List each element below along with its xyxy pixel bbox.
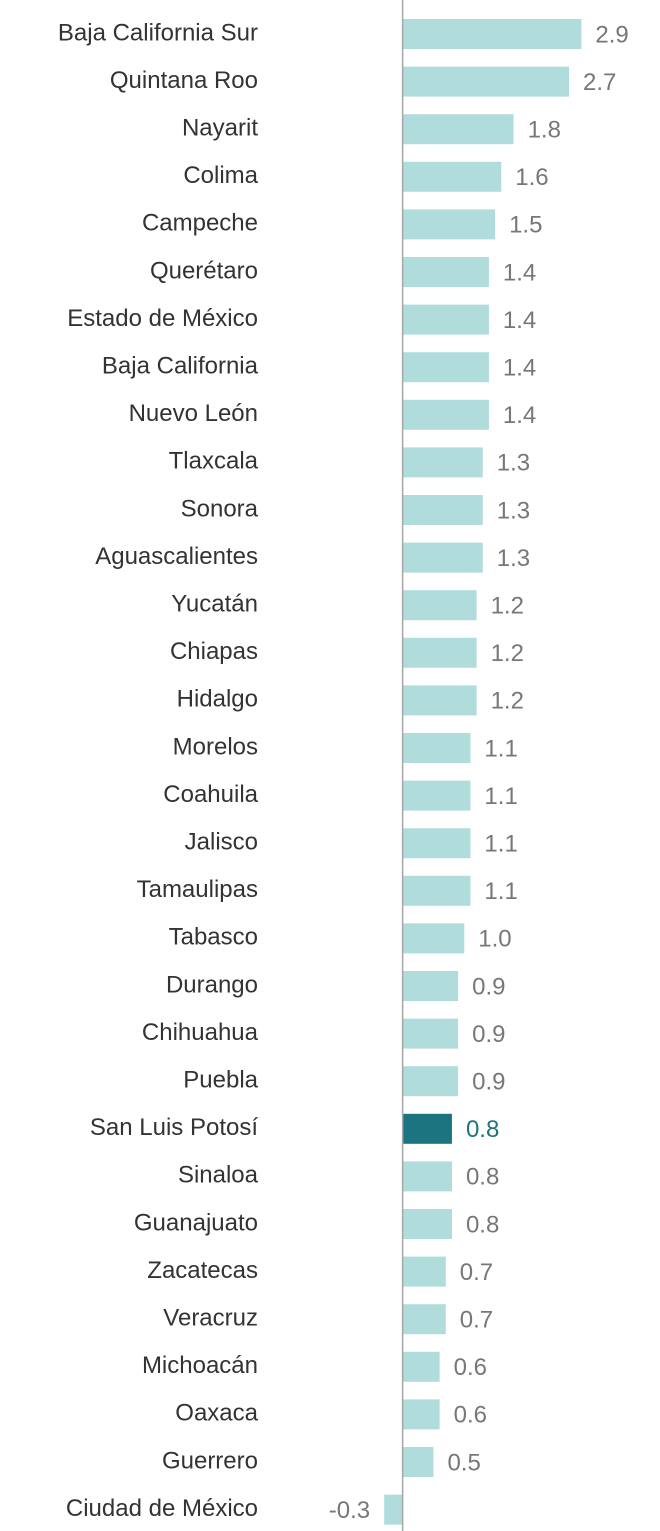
- value-label: 1.2: [491, 593, 524, 620]
- value-label: 0.5: [447, 1449, 480, 1476]
- category-label: Chiapas: [170, 638, 258, 665]
- category-label: Tabasco: [169, 924, 258, 951]
- category-label: Hidalgo: [177, 686, 258, 713]
- category-label: Baja California Sur: [58, 19, 258, 46]
- bar: [402, 733, 471, 763]
- value-label: 0.7: [460, 1259, 493, 1286]
- bar: [402, 1447, 434, 1477]
- category-label: Puebla: [183, 1067, 258, 1094]
- bar: [402, 304, 489, 335]
- value-label: 1.8: [528, 117, 561, 144]
- value-label: 1.3: [497, 545, 530, 572]
- bar: [402, 209, 496, 240]
- value-label: 1.1: [484, 735, 517, 762]
- category-label: San Luis Potosí: [90, 1114, 258, 1141]
- value-label: -0.3: [329, 1497, 370, 1524]
- category-label: Nuevo León: [129, 400, 258, 427]
- bar: [402, 66, 570, 97]
- value-label: 0.9: [472, 973, 505, 1000]
- category-label: Baja California: [102, 353, 259, 380]
- bar: [402, 828, 471, 859]
- bar: [402, 1256, 446, 1287]
- value-label: 1.1: [484, 783, 517, 810]
- bar: [402, 352, 489, 383]
- value-label: 0.9: [472, 1069, 505, 1096]
- value-label: 2.7: [583, 69, 616, 96]
- bar: [402, 971, 459, 1001]
- value-label: 1.5: [509, 212, 542, 239]
- category-label: Jalisco: [185, 829, 258, 856]
- category-label: Nayarit: [182, 115, 258, 142]
- category-label: Quintana Roo: [110, 67, 258, 94]
- bar: [402, 19, 582, 49]
- bar: [402, 1161, 452, 1192]
- category-label: Zacatecas: [147, 1257, 258, 1284]
- bar: [402, 875, 471, 906]
- value-label: 1.2: [491, 688, 524, 715]
- value-label: 1.6: [515, 164, 548, 191]
- bar: [384, 1494, 403, 1525]
- value-label: 0.8: [466, 1116, 499, 1143]
- bar: [402, 780, 471, 811]
- category-label: Aguascalientes: [95, 543, 258, 570]
- value-label: 1.4: [503, 402, 536, 429]
- bar: [402, 1399, 440, 1430]
- bar: [402, 590, 477, 621]
- value-label: 0.7: [460, 1307, 493, 1334]
- category-label: Querétaro: [150, 257, 258, 284]
- bar: [402, 1304, 446, 1335]
- category-label: Michoacán: [142, 1352, 258, 1379]
- bar: [402, 685, 477, 716]
- category-label: Yucatán: [171, 591, 258, 618]
- value-label: 0.6: [454, 1354, 487, 1381]
- bar: [402, 1066, 459, 1097]
- value-label: 1.2: [491, 640, 524, 667]
- category-label: Sonora: [181, 495, 259, 522]
- category-label: Coahuila: [163, 781, 258, 808]
- bar: [402, 447, 483, 478]
- category-label: Guerrero: [162, 1447, 258, 1474]
- category-label: Veracruz: [163, 1305, 258, 1332]
- value-label: 0.9: [472, 1021, 505, 1048]
- bar: [402, 257, 489, 287]
- category-label: Estado de México: [67, 305, 258, 332]
- category-label: Durango: [166, 971, 258, 998]
- value-label: 0.8: [466, 1164, 499, 1191]
- value-label: 0.8: [466, 1211, 499, 1238]
- bar: [402, 923, 465, 954]
- value-label: 1.0: [478, 926, 511, 953]
- bar: [402, 495, 483, 525]
- category-label: Guanajuato: [134, 1209, 258, 1236]
- value-label: 2.9: [595, 21, 628, 48]
- value-label: 0.6: [454, 1402, 487, 1429]
- category-label: Morelos: [173, 733, 258, 760]
- category-label: Sinaloa: [178, 1162, 259, 1189]
- category-label: Ciudad de México: [66, 1495, 258, 1522]
- bar: [402, 161, 502, 192]
- value-label: 1.1: [484, 831, 517, 858]
- category-label: Tlaxcala: [169, 448, 259, 475]
- bar: [402, 637, 477, 668]
- value-label: 1.1: [484, 878, 517, 905]
- value-label: 1.4: [503, 259, 536, 286]
- category-label: Campeche: [142, 210, 258, 237]
- bar: [402, 399, 489, 430]
- bar: [402, 542, 483, 573]
- bar: [402, 114, 514, 145]
- value-label: 1.4: [503, 355, 536, 382]
- category-label: Chihuahua: [142, 1019, 259, 1046]
- category-label: Oaxaca: [175, 1400, 258, 1427]
- value-label: 1.3: [497, 450, 530, 477]
- bar: [402, 1018, 459, 1049]
- bar: [402, 1351, 440, 1382]
- value-label: 1.3: [497, 497, 530, 524]
- category-label: Tamaulipas: [137, 876, 258, 903]
- bar: [402, 1113, 452, 1144]
- category-label: Colima: [183, 162, 258, 189]
- bar: [402, 1209, 452, 1239]
- value-label: 1.4: [503, 307, 536, 334]
